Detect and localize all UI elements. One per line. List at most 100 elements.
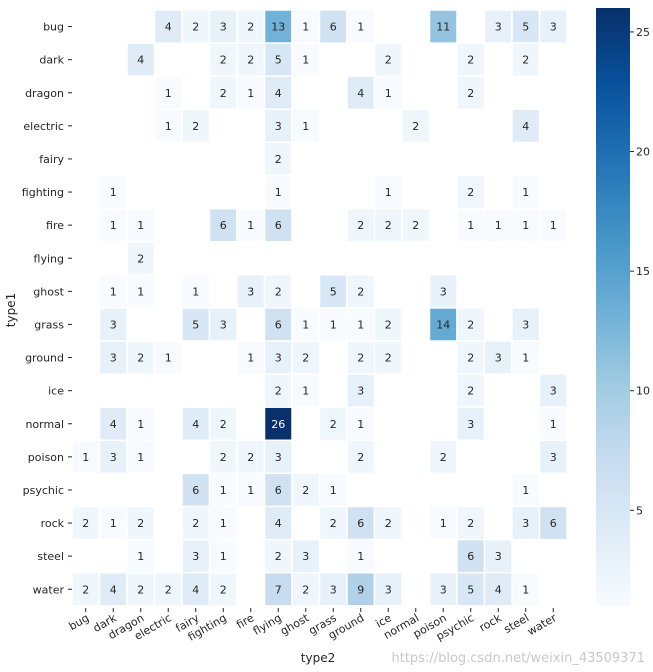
cell-value-label: 2 <box>467 54 474 67</box>
cell-value-label: 2 <box>192 120 199 133</box>
cell-value-label: 1 <box>357 318 364 331</box>
cell-value-label: 6 <box>550 517 557 530</box>
cell-value-label: 6 <box>275 219 282 232</box>
heatmap-cell <box>236 340 266 375</box>
y-tick-label: poison <box>28 451 64 464</box>
cell-value-label: 3 <box>192 550 199 563</box>
heatmap-cell <box>373 505 403 541</box>
cell-value-label: 2 <box>137 517 144 530</box>
cell-value-label: 1 <box>137 451 144 464</box>
cell-value-label: 26 <box>271 418 285 431</box>
heatmap-cell <box>263 75 293 111</box>
heatmap-cell <box>511 42 541 77</box>
heatmap-cell <box>483 340 513 375</box>
cell-value-label: 1 <box>82 451 89 464</box>
x-axis-label: type2 <box>301 651 335 665</box>
x-tick-label: steel <box>502 611 532 636</box>
y-tick-label: flying <box>34 252 64 265</box>
cell-value-label: 1 <box>137 285 144 298</box>
heatmap-cell <box>208 571 238 607</box>
cell-annotations: 4 2 3 2 13 1 6 1 11 3 5 34 2 2 5 1 2 2 21 2 1 4 4 1 21 2 3 1 2 421 1 1 2… <box>82 21 557 597</box>
cell-value-label: 2 <box>385 219 392 232</box>
cell-value-label: 1 <box>522 352 529 365</box>
heatmap-cell <box>538 373 568 408</box>
y-tick-label: steel <box>37 550 64 563</box>
cell-value-label: 3 <box>440 285 447 298</box>
heatmap-cell <box>456 75 486 111</box>
heatmap-cell <box>428 9 458 44</box>
cell-value-label: 2 <box>467 318 474 331</box>
cell-value-label: 2 <box>330 517 337 530</box>
heatmap-cell <box>401 108 431 144</box>
cell-value-label: 2 <box>82 583 89 596</box>
cell-value-label: 3 <box>220 318 227 331</box>
heatmap-cell <box>181 108 211 144</box>
cell-value-label: 1 <box>302 385 309 398</box>
heatmap-cell <box>511 340 541 375</box>
cell-value-label: 1 <box>550 219 557 232</box>
cell-value-label: 2 <box>275 550 282 563</box>
cell-value-label: 1 <box>522 583 529 596</box>
cell-value-label: 3 <box>440 583 447 596</box>
cell-value-label: 1 <box>110 285 117 298</box>
cell-value-label: 4 <box>110 418 117 431</box>
cell-value-label: 3 <box>330 583 337 596</box>
heatmap-cell <box>401 207 431 243</box>
heatmap-cell <box>373 207 403 243</box>
heatmap-cell <box>291 108 321 144</box>
heatmap-cell <box>291 340 321 375</box>
cell-value-label: 1 <box>522 186 529 199</box>
cell-value-label: 1 <box>220 517 227 530</box>
cell-value-label: 4 <box>137 54 144 67</box>
heatmap-cell <box>263 207 293 243</box>
heatmap-cell <box>346 75 376 111</box>
cell-value-label: 2 <box>357 451 364 464</box>
y-tick-label: ghost <box>33 285 64 298</box>
heatmap-cell <box>373 174 403 210</box>
cell-value-label: 2 <box>440 451 447 464</box>
heatmap-cell <box>428 439 458 475</box>
heatmap-cell <box>346 439 376 475</box>
cell-value-label: 3 <box>275 120 282 133</box>
heatmap-cell <box>126 439 156 475</box>
cell-value-label: 4 <box>275 517 282 530</box>
heatmap-cell <box>318 571 348 607</box>
cell-value-label: 3 <box>550 451 557 464</box>
heatmap-cell <box>511 108 541 144</box>
cell-value-label: 2 <box>275 285 282 298</box>
heatmap-cell <box>428 571 458 607</box>
cell-value-label: 3 <box>495 352 502 365</box>
cell-value-label: 1 <box>247 219 254 232</box>
heatmap-cell <box>538 9 568 44</box>
heatmap-cell <box>373 340 403 375</box>
heatmap-cell <box>236 75 266 111</box>
heatmap-cell <box>181 571 211 607</box>
cell-value-label: 5 <box>522 21 529 34</box>
cell-value-label: 7 <box>275 583 282 596</box>
heatmap-cell <box>126 505 156 541</box>
cell-value-label: 14 <box>436 318 450 331</box>
cell-value-label: 3 <box>522 517 529 530</box>
cell-value-label: 2 <box>275 153 282 166</box>
cell-value-label: 1 <box>385 186 392 199</box>
cell-value-label: 4 <box>192 418 199 431</box>
cell-value-label: 3 <box>385 583 392 596</box>
cell-value-label: 2 <box>220 54 227 67</box>
cell-value-label: 2 <box>467 186 474 199</box>
heatmap-cell <box>483 207 513 243</box>
cell-value-label: 2 <box>82 517 89 530</box>
y-tick-label: water <box>33 583 65 596</box>
cell-value-label: 2 <box>275 385 282 398</box>
y-tick-label: fighting <box>22 186 64 199</box>
cell-value-label: 2 <box>385 54 392 67</box>
cell-value-label: 3 <box>495 21 502 34</box>
heatmap-cell <box>456 42 486 77</box>
y-tick-label: normal <box>25 418 64 431</box>
cell-value-label: 1 <box>275 186 282 199</box>
x-tick-label: water <box>525 611 559 638</box>
cell-value-label: 2 <box>412 219 419 232</box>
cell-value-label: 6 <box>220 219 227 232</box>
cell-value-label: 1 <box>165 87 172 100</box>
cell-value-label: 2 <box>137 352 144 365</box>
y-tick-label: fire <box>46 219 64 232</box>
